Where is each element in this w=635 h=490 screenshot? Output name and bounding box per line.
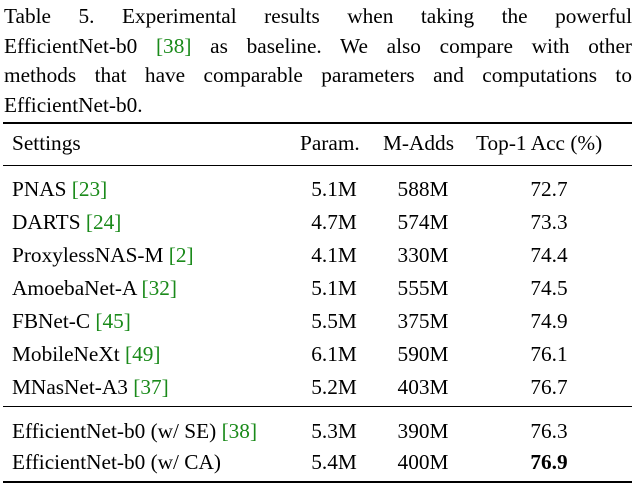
caption-text: EfficientNet-b0: [4, 33, 156, 58]
citation-link[interactable]: [49]: [124, 342, 161, 366]
header-acc: Top-1 Acc (%): [476, 131, 603, 155]
citation-link[interactable]: [45]: [95, 309, 131, 333]
table-row: PNAS [23] 5.1M 588M 72.7: [0, 174, 635, 204]
table-header-row: Settings Param. M-Adds Top-1 Acc (%): [0, 128, 635, 158]
table-row: FBNet-C [45] 5.5M 375M 74.9: [0, 306, 635, 336]
citation-link[interactable]: [2]: [168, 243, 194, 267]
table-bottom-rule: [3, 481, 632, 483]
citation-link[interactable]: [37]: [133, 375, 169, 399]
citation-link[interactable]: [32]: [141, 276, 178, 300]
cell-acc: 76.3: [530, 419, 568, 443]
cell-settings: ProxylessNAS-M [2]: [12, 240, 194, 270]
cell-settings: EfficientNet-b0 (w/ SE) [38]: [12, 416, 257, 446]
method-name: PNAS: [12, 177, 72, 201]
method-name: EfficientNet-b0 (w/ SE): [12, 419, 222, 443]
table-row: DARTS [24] 4.7M 574M 73.3: [0, 207, 635, 237]
cell-acc: 74.9: [530, 309, 568, 333]
cell-settings: EfficientNet-b0 (w/ CA): [12, 447, 221, 477]
header-rule: [3, 165, 632, 166]
cell-madds: 390M: [397, 419, 449, 443]
header-param: Param.: [300, 131, 360, 155]
method-name: MobileNeXt: [12, 342, 125, 366]
method-name: ProxylessNAS-M: [12, 243, 169, 267]
cell-param: 5.4M: [311, 450, 357, 474]
cell-param: 5.1M: [311, 177, 357, 201]
method-name: EfficientNet-b0 (w/ CA): [12, 450, 221, 474]
cell-acc: 74.5: [530, 276, 568, 300]
cell-settings: DARTS [24]: [12, 207, 121, 237]
cell-param: 5.5M: [311, 309, 357, 333]
cell-param: 6.1M: [311, 342, 357, 366]
cell-madds: 400M: [397, 450, 449, 474]
caption-line-1: Table 5. Experimental results when takin…: [4, 4, 632, 28]
cell-param: 5.3M: [311, 419, 357, 443]
header-madds: M-Adds: [383, 131, 454, 155]
cell-madds: 330M: [397, 243, 449, 267]
cell-acc: 76.9: [530, 450, 568, 474]
cell-madds: 588M: [397, 177, 449, 201]
citation-link[interactable]: [24]: [85, 210, 122, 234]
table-caption: Table 5. Experimental results when takin…: [4, 2, 632, 120]
caption-line-2: EfficientNet-b0 [38] as baseline. We als…: [4, 32, 632, 62]
cell-settings: MNasNet-A3 [37]: [12, 372, 169, 402]
cell-acc: 73.3: [530, 210, 568, 234]
method-name: AmoebaNet-A: [12, 276, 142, 300]
caption-text: as baseline. We also compare with other: [191, 33, 632, 58]
table-top-rule: [3, 122, 632, 124]
cell-acc: 72.7: [530, 177, 568, 201]
table-row: EfficientNet-b0 (w/ SE) [38] 5.3M 390M 76.3: [0, 416, 635, 446]
cell-settings: FBNet-C [45]: [12, 306, 131, 336]
table-row: EfficientNet-b0 (w/ CA) 5.4M 400M 76.9: [0, 447, 635, 477]
citation-link[interactable]: [23]: [71, 177, 108, 201]
method-name: DARTS: [12, 210, 86, 234]
header-settings: Settings: [12, 131, 81, 155]
citation-link[interactable]: [38]: [155, 33, 192, 58]
cell-acc: 76.1: [530, 342, 568, 366]
method-name: FBNet-C: [12, 309, 96, 333]
citation-link[interactable]: [38]: [221, 419, 258, 443]
cell-settings: PNAS [23]: [12, 174, 107, 204]
cell-acc: 74.4: [530, 243, 568, 267]
cell-param: 5.2M: [311, 375, 357, 399]
cell-madds: 574M: [397, 210, 449, 234]
cell-madds: 375M: [397, 309, 449, 333]
cell-param: 4.1M: [311, 243, 357, 267]
table-row: MobileNeXt [49] 6.1M 590M 76.1: [0, 339, 635, 369]
cell-settings: MobileNeXt [49]: [12, 339, 160, 369]
caption-line-3: methods that have comparable parameters …: [4, 63, 632, 87]
cell-param: 4.7M: [311, 210, 357, 234]
cell-settings: AmoebaNet-A [32]: [12, 273, 177, 303]
cell-acc: 76.7: [530, 375, 568, 399]
cell-param: 5.1M: [311, 276, 357, 300]
table-row: AmoebaNet-A [32] 5.1M 555M 74.5: [0, 273, 635, 303]
caption-line-4: EfficientNet-b0.: [4, 92, 143, 117]
table-row: ProxylessNAS-M [2] 4.1M 330M 74.4: [0, 240, 635, 270]
method-name: MNasNet-A3: [12, 375, 134, 399]
table-row: MNasNet-A3 [37] 5.2M 403M 76.7: [0, 372, 635, 402]
cell-madds: 403M: [397, 375, 449, 399]
cell-madds: 590M: [397, 342, 449, 366]
cell-madds: 555M: [397, 276, 449, 300]
group-divider-rule: [3, 406, 632, 407]
